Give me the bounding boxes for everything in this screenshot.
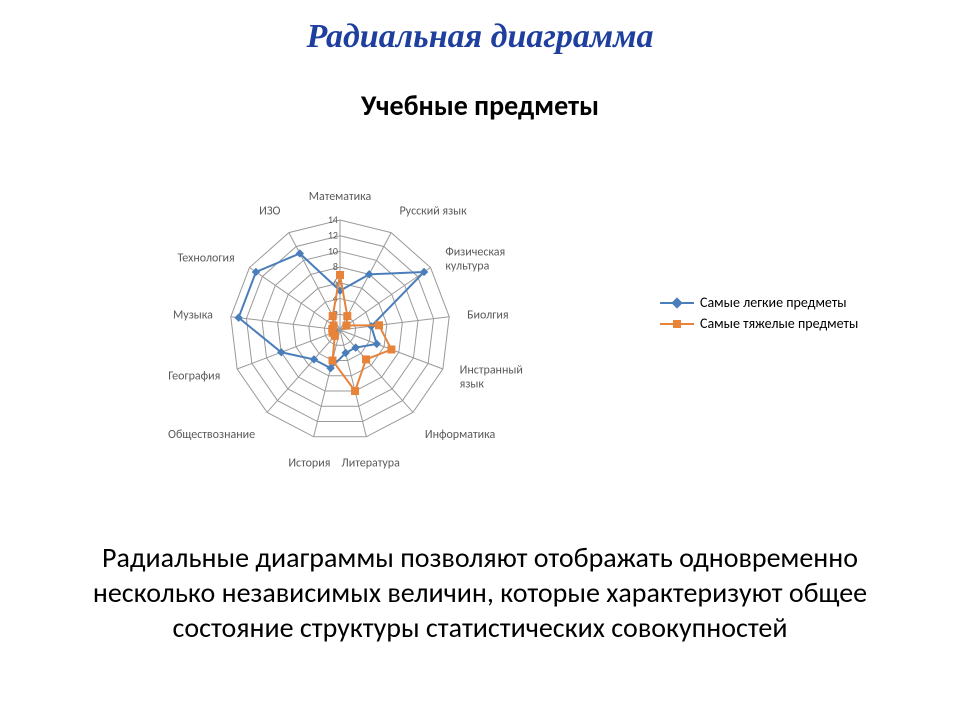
axis-label: Русский язык xyxy=(399,205,467,219)
axis-label: культура xyxy=(445,259,489,273)
axis-label: Биолгия xyxy=(467,309,509,323)
axis-label: История xyxy=(288,456,330,470)
legend-item: Самые тяжелые предметы xyxy=(660,315,858,332)
legend-label: Самые легкие предметы xyxy=(700,294,847,311)
axis-label: ИЗО xyxy=(259,205,280,219)
axis-label: язык xyxy=(460,377,485,391)
main-title: Радиальная диаграмма xyxy=(0,18,960,56)
series-marker xyxy=(388,346,395,353)
series-marker xyxy=(373,340,380,347)
axis-label: География xyxy=(168,369,220,383)
svg-text:10: 10 xyxy=(328,244,338,257)
axis-label: Информатика xyxy=(425,428,496,442)
series-marker xyxy=(329,357,336,364)
axis-label: Математика xyxy=(309,190,372,204)
chart-title: Учебные предметы xyxy=(0,88,960,123)
legend-swatch xyxy=(660,318,694,330)
axis-label: Обществознание xyxy=(168,428,255,442)
axis-label: Инстранный xyxy=(460,363,523,377)
series-marker xyxy=(329,313,336,320)
legend-swatch xyxy=(660,297,694,309)
axis-label: Музыка xyxy=(173,309,213,323)
chart-legend: Самые легкие предметы Самые тяжелые предм… xyxy=(660,290,858,336)
svg-text:12: 12 xyxy=(328,229,338,242)
series-marker xyxy=(252,268,259,275)
legend-item: Самые легкие предметы xyxy=(660,294,858,311)
series-marker xyxy=(344,313,351,320)
slide: Радиальная диаграмма Учебные предметы 02… xyxy=(0,0,960,720)
series-marker xyxy=(375,322,382,329)
axis-label: Физическая xyxy=(445,245,505,259)
series-marker xyxy=(352,388,359,395)
axis-label: Технология xyxy=(177,251,234,265)
legend-label: Самые тяжелые предметы xyxy=(700,315,858,332)
axis-label: Литература xyxy=(341,456,400,470)
series-marker xyxy=(363,356,370,363)
series-marker xyxy=(330,322,337,329)
svg-text:14: 14 xyxy=(328,213,338,226)
series-marker xyxy=(343,322,350,329)
description-text: Радиальные диаграммы позволяют отображат… xyxy=(60,540,900,645)
series-marker xyxy=(337,272,344,279)
